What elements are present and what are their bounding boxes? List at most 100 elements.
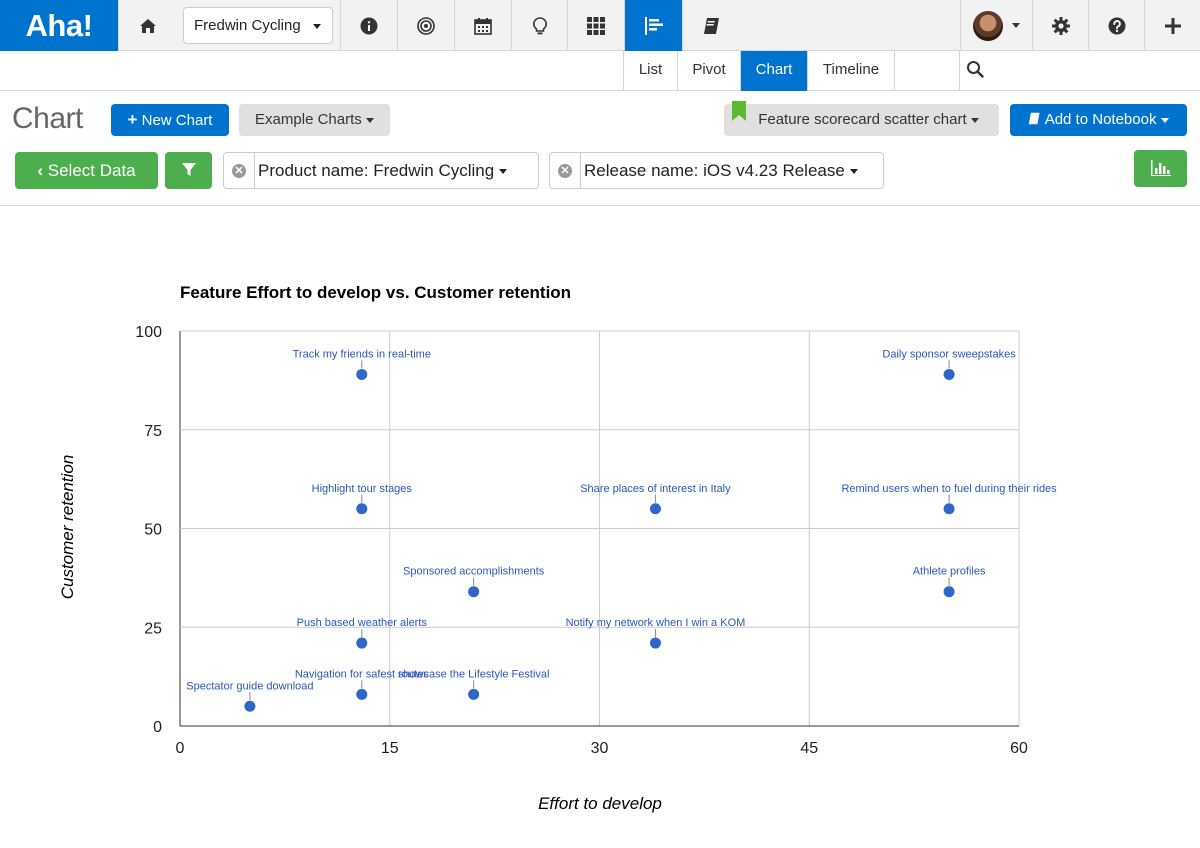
chevron-left-icon: ‹: [37, 161, 44, 180]
point-label: Athlete profiles: [913, 566, 986, 578]
chevron-down-icon: [365, 117, 374, 123]
chart-type-button[interactable]: [1134, 150, 1187, 187]
filter-product-text: Product name: Fredwin Cycling: [258, 161, 495, 180]
chart-points: Track my friends in real-time Daily spons…: [186, 348, 1057, 712]
chevron-down-icon: [498, 169, 507, 175]
new-chart-label: New Chart: [141, 112, 213, 129]
bookmark-icon: [732, 101, 746, 121]
chevron-down-icon: [1160, 117, 1169, 123]
tab-chart[interactable]: Chart: [740, 51, 807, 91]
bar-chart-icon: [1150, 160, 1171, 177]
home-button[interactable]: [118, 0, 176, 51]
grid-icon: [587, 16, 605, 35]
scatter-point[interactable]: [356, 688, 368, 700]
calendar-button[interactable]: [454, 0, 511, 51]
y-tick-label: 25: [144, 620, 162, 637]
point-label: Remind users when to fuel during their r…: [841, 483, 1057, 495]
remove-filter-button[interactable]: ✕: [224, 153, 255, 188]
chart-title: Feature Effort to develop vs. Customer r…: [180, 283, 571, 302]
info-icon: [360, 17, 378, 34]
filter-icon: [181, 163, 196, 177]
scatter-chart: Feature Effort to develop vs. Customer r…: [58, 283, 1057, 813]
plus-icon: +: [127, 110, 138, 129]
x-tick-label: 0: [176, 740, 185, 757]
point-label: Navigation for safest routes: [295, 668, 429, 680]
tab-pivot[interactable]: Pivot: [677, 51, 740, 91]
close-icon: ✕: [558, 163, 572, 178]
chevron-down-icon: [849, 169, 858, 175]
chart-grid: [179, 330, 1020, 727]
info-button[interactable]: [340, 0, 397, 51]
select-data-button[interactable]: ‹ Select Data: [15, 152, 158, 189]
scatter-point[interactable]: [244, 700, 256, 712]
help-button[interactable]: [1088, 0, 1144, 51]
top-navigation: Aha! Fredwin Cycling: [0, 0, 1200, 51]
notebooks-button[interactable]: [682, 0, 741, 51]
scatter-point[interactable]: [649, 503, 661, 515]
add-to-notebook-button[interactable]: Add to Notebook: [1010, 104, 1187, 136]
y-tick-label: 75: [144, 423, 162, 440]
y-tick-label: 0: [153, 719, 162, 736]
plus-icon: [1164, 17, 1181, 34]
filter-button[interactable]: [165, 152, 212, 189]
scatter-point[interactable]: [943, 586, 955, 598]
filter-chip-label: Product name: Fredwin Cycling: [258, 153, 507, 188]
user-menu[interactable]: [960, 0, 1032, 51]
scatter-point[interactable]: [356, 637, 368, 649]
point-label: Track my friends in real-time: [293, 348, 431, 360]
workspace-select[interactable]: Fredwin Cycling: [183, 7, 333, 44]
ideas-button[interactable]: [511, 0, 567, 51]
workspace-name: Fredwin Cycling: [194, 17, 301, 34]
scatter-point[interactable]: [468, 688, 480, 700]
chevron-down-icon: [313, 24, 321, 29]
calendar-icon: [474, 17, 492, 35]
new-chart-button[interactable]: + New Chart: [111, 104, 229, 136]
scatter-point[interactable]: [356, 368, 368, 380]
scatter-point[interactable]: [649, 637, 661, 649]
search-area[interactable]: [959, 51, 1200, 91]
avatar: [973, 10, 1003, 41]
remove-filter-button[interactable]: ✕: [550, 153, 581, 188]
point-label: showcase the Lifestyle Festival: [398, 668, 550, 680]
aha-logo[interactable]: Aha!: [0, 0, 118, 51]
tab-list[interactable]: List: [623, 51, 677, 91]
filter-release-text: Release name: iOS v4.23 Release: [584, 161, 845, 180]
apps-button[interactable]: [567, 0, 624, 51]
notebook-icon: [704, 17, 719, 34]
scatter-point[interactable]: [943, 368, 955, 380]
tab-timeline[interactable]: Timeline: [807, 51, 894, 91]
filter-chip-product[interactable]: ✕ Product name: Fredwin Cycling: [223, 152, 539, 189]
reports-icon: [644, 16, 663, 35]
point-label: Spectator guide download: [186, 680, 313, 692]
saved-view-button[interactable]: Feature scorecard scatter chart: [724, 104, 999, 136]
x-tick-label: 45: [800, 740, 818, 757]
point-label: Daily sponsor sweepstakes: [882, 348, 1016, 360]
gear-icon: [1051, 16, 1070, 35]
scatter-point[interactable]: [943, 503, 955, 515]
chart-ticks: 0 15 30 45 60 0 25 50 75 100: [135, 324, 1028, 757]
x-tick-label: 15: [381, 740, 399, 757]
add-to-notebook-label: Add to Notebook: [1044, 111, 1157, 128]
point-label: Notify my network when I win a KOM: [566, 617, 746, 629]
reports-button[interactable]: [624, 0, 682, 51]
x-tick-label: 60: [1010, 740, 1028, 757]
scatter-point[interactable]: [468, 586, 480, 598]
lightbulb-icon: [532, 16, 547, 34]
chevron-down-icon: [970, 117, 979, 123]
tab-spacer: [894, 51, 959, 91]
close-icon: ✕: [232, 163, 246, 178]
add-button[interactable]: [1144, 0, 1200, 51]
select-data-label: Select Data: [47, 161, 136, 180]
filter-chip-release[interactable]: ✕ Release name: iOS v4.23 Release: [549, 152, 884, 189]
view-tabs: List Pivot Chart Timeline: [0, 51, 1200, 91]
scatter-point[interactable]: [356, 503, 368, 515]
example-charts-button[interactable]: Example Charts: [239, 104, 390, 136]
y-axis-label: Customer retention: [58, 455, 77, 600]
toolbar-divider: [0, 205, 1200, 206]
point-label: Share places of interest in Italy: [580, 483, 731, 495]
goals-button[interactable]: [397, 0, 454, 51]
x-axis-label: Effort to develop: [538, 794, 662, 813]
point-label: Sponsored accomplishments: [403, 566, 545, 578]
saved-view-label: Feature scorecard scatter chart: [758, 111, 967, 128]
settings-button[interactable]: [1032, 0, 1088, 51]
